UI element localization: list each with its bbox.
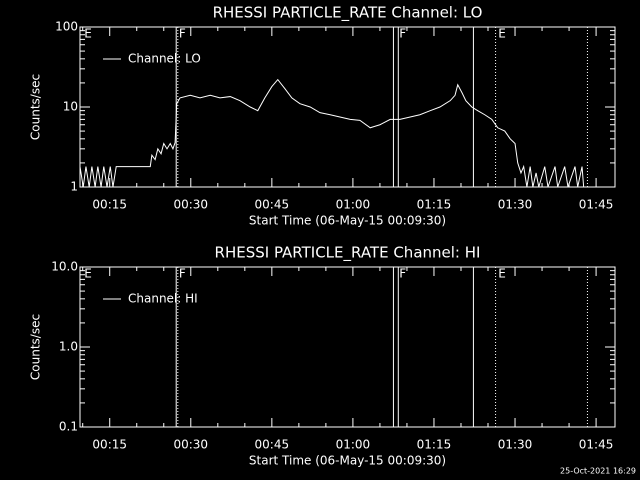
footer: 25-Oct-2021 16:29: [560, 467, 636, 476]
x-tick-label: 00:15: [92, 198, 127, 212]
y-tick-label: 0.1: [59, 420, 78, 434]
x-tick-label: 01:00: [336, 438, 371, 452]
flag-label: E: [84, 27, 92, 41]
chart-title: RHESSI PARTICLE_RATE Channel: LO: [213, 4, 483, 23]
x-tick-label: 01:00: [336, 198, 371, 212]
y-tick-label: 10.0: [51, 260, 78, 274]
x-tick-label: 01:45: [579, 438, 614, 452]
x-tick-label: 01:15: [417, 438, 452, 452]
y-tick-label: 1.0: [59, 340, 78, 354]
data-line: [79, 78, 585, 188]
flag-label: F: [399, 27, 406, 41]
x-tick-label: 01:30: [498, 438, 533, 452]
legend-label: Channel: HI: [128, 292, 198, 306]
y-tick-label: 1: [70, 180, 78, 194]
x-tick-label: 00:30: [173, 438, 208, 452]
y-axis-label: Counts/sec: [29, 314, 43, 380]
chart-title: RHESSI PARTICLE_RATE Channel: HI: [215, 244, 481, 263]
x-axis-label: Start Time (06-May-15 00:09:30): [249, 454, 446, 468]
y-tick-label: 10: [63, 100, 78, 114]
flag-label: F: [399, 267, 406, 281]
y-tick-label: 100: [55, 20, 78, 34]
legend-label: Channel: LO: [128, 52, 201, 66]
x-tick-label: 01:15: [417, 198, 452, 212]
x-tick-label: 00:30: [173, 198, 208, 212]
x-tick-label: 01:30: [498, 198, 533, 212]
y-axis-label: Counts/sec: [29, 74, 43, 140]
x-axis-label: Start Time (06-May-15 00:09:30): [249, 214, 446, 228]
x-tick-label: 00:15: [92, 438, 127, 452]
flag-label: F: [179, 267, 186, 281]
x-tick-label: 00:45: [255, 198, 290, 212]
flag-label: E: [498, 27, 506, 41]
x-tick-label: 01:45: [579, 198, 614, 212]
flag-label: F: [179, 27, 186, 41]
flag-label: E: [498, 267, 506, 281]
x-tick-label: 00:45: [255, 438, 290, 452]
flag-label: E: [84, 267, 92, 281]
